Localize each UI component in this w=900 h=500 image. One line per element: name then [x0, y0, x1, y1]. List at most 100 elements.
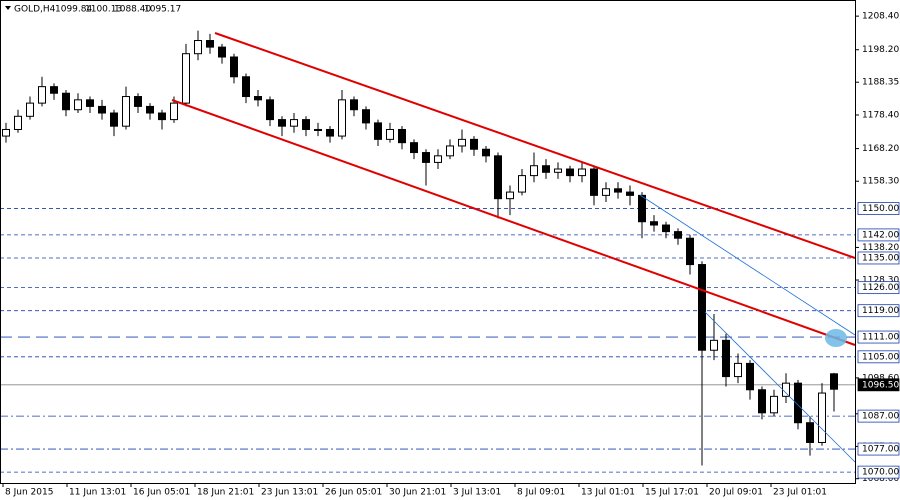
y-tick-label: 1158.30 — [862, 177, 899, 187]
level-box — [857, 228, 900, 242]
candle-body — [218, 46, 226, 58]
channel-lower — [171, 99, 856, 346]
candle-body — [266, 99, 274, 121]
candle-body — [242, 76, 250, 98]
x-tick-label: 23 Jun 13:01 — [261, 488, 318, 498]
candle-body — [338, 99, 346, 137]
candle-body — [494, 155, 502, 200]
level-label: 1126.00 — [862, 283, 899, 293]
candle-body — [410, 142, 418, 154]
trendline-blue — [704, 311, 856, 463]
candle-body — [326, 128, 334, 137]
candle-body — [638, 194, 646, 223]
candle-body — [830, 373, 838, 390]
level-label: 1087.00 — [862, 412, 899, 422]
level-box — [857, 251, 900, 265]
candle-body — [722, 339, 730, 378]
y-tick-label: 1068.00 — [862, 474, 899, 484]
y-tick-label: 1178.40 — [862, 110, 899, 120]
candle-body — [86, 99, 94, 107]
x-tick-label: 15 Jul 17:01 — [645, 488, 699, 498]
candle-body — [374, 122, 382, 140]
candle-body — [626, 191, 634, 196]
y-tick-label: 1188.35 — [862, 78, 899, 88]
candle-body — [158, 112, 166, 121]
candle-body — [230, 56, 238, 78]
candle-body — [134, 96, 142, 107]
candle-body — [518, 175, 526, 193]
candle-body — [2, 128, 10, 137]
level-box — [857, 350, 900, 364]
y-tick-label: 1098.60 — [862, 373, 899, 383]
level-box — [857, 281, 900, 295]
symbol-menu-arrow[interactable] — [5, 6, 11, 10]
level-box — [857, 442, 900, 456]
candle-body — [446, 145, 454, 157]
candle-body — [770, 395, 778, 414]
x-tick-label: 26 Jun 05:01 — [325, 488, 382, 498]
highlight-marker — [825, 329, 847, 347]
level-label: 1105.00 — [862, 352, 899, 362]
level-box — [857, 330, 900, 344]
level-label: 1096.50 — [862, 380, 899, 390]
candle-body — [350, 99, 358, 111]
x-tick-label: 8 Jun 2015 — [5, 488, 53, 498]
candle-body — [470, 138, 478, 150]
candle-body — [506, 191, 514, 200]
candle-body — [782, 382, 790, 397]
trendlines — [171, 32, 856, 463]
candle-body — [734, 362, 742, 378]
x-tick-label: 23 Jul 01:01 — [773, 488, 827, 498]
y-tick-label: 1138.20 — [862, 243, 899, 253]
plot-frame — [0, 0, 856, 484]
level-box — [857, 202, 900, 215]
candle-body — [194, 40, 202, 55]
candles-layer — [2, 30, 838, 466]
candle-body — [458, 138, 466, 147]
candle-body — [254, 96, 262, 101]
candle-body — [62, 92, 70, 111]
y-tick-label: 1198.20 — [862, 45, 899, 55]
candle-body — [530, 165, 538, 177]
header-open: 1099.84 — [55, 5, 92, 15]
axis-layer: 1208.40 1198.20 1188.35 1178.40 1168.20 1158.… — [2, 12, 900, 498]
candle-body — [278, 119, 286, 127]
candle-body — [422, 152, 430, 163]
candle-body — [362, 109, 370, 124]
level-label: 1077.00 — [862, 445, 899, 455]
candle-body — [110, 112, 118, 127]
channel-upper — [214, 32, 856, 259]
candle-body — [554, 168, 562, 173]
level-box — [857, 304, 900, 318]
candle-body — [434, 155, 442, 163]
candle-body — [50, 86, 58, 94]
candle-body — [602, 188, 610, 196]
candle-body — [182, 53, 190, 104]
x-tick-label: 13 Jul 01:01 — [581, 488, 635, 498]
candle-body — [674, 231, 682, 239]
candle-body — [386, 128, 394, 140]
level-box — [857, 378, 900, 392]
level-label: 1142.00 — [862, 230, 899, 240]
candle-body — [746, 362, 754, 391]
level-label: 1111.00 — [862, 333, 899, 343]
candle-body — [662, 224, 670, 233]
level-label: 1135.00 — [862, 253, 899, 263]
y-tick-label: 1208.40 — [862, 12, 899, 22]
candle-body — [566, 168, 574, 177]
trendline-blue — [639, 194, 856, 336]
candle-body — [578, 168, 586, 177]
candle-body — [686, 237, 694, 266]
candle-body — [710, 339, 718, 351]
candle-body — [614, 188, 622, 193]
candle-body — [818, 392, 826, 443]
x-tick-label: 3 Jul 13:01 — [453, 488, 501, 498]
candle-body — [14, 115, 22, 130]
candle-body — [590, 168, 598, 196]
levels-layer — [0, 208, 855, 473]
header: GOLD,H4 1099.84 1100.13 1088.40 1095.17 — [5, 5, 181, 15]
x-tick-label: 30 Jun 21:01 — [389, 488, 446, 498]
candle-body — [122, 96, 130, 127]
x-tick-label: 18 Jun 21:01 — [197, 488, 254, 498]
